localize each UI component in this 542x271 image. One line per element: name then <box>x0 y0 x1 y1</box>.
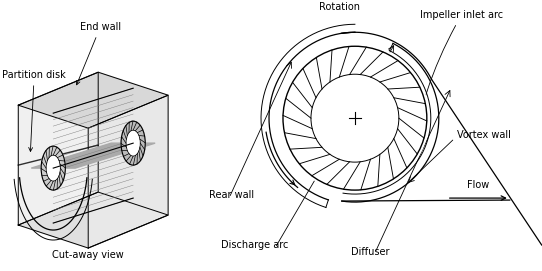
Ellipse shape <box>121 121 145 165</box>
Polygon shape <box>18 192 168 248</box>
Text: Partition disk: Partition disk <box>2 70 66 151</box>
Text: Flow: Flow <box>467 180 489 190</box>
Text: Cut-away view: Cut-away view <box>53 250 124 260</box>
Ellipse shape <box>46 155 60 181</box>
Circle shape <box>281 44 429 192</box>
Text: Rear wall: Rear wall <box>209 190 254 200</box>
Ellipse shape <box>126 130 140 156</box>
Circle shape <box>311 74 399 162</box>
Text: Rotation: Rotation <box>319 2 360 12</box>
Polygon shape <box>31 143 155 168</box>
Text: Impeller inlet arc: Impeller inlet arc <box>409 10 503 160</box>
Text: Discharge arc: Discharge arc <box>221 240 289 250</box>
Polygon shape <box>88 95 168 248</box>
Text: Diffuser: Diffuser <box>351 247 389 257</box>
Text: Vortex wall: Vortex wall <box>457 130 511 140</box>
Polygon shape <box>18 72 98 225</box>
Text: End wall: End wall <box>76 22 121 85</box>
Polygon shape <box>18 72 168 128</box>
Ellipse shape <box>41 146 66 190</box>
